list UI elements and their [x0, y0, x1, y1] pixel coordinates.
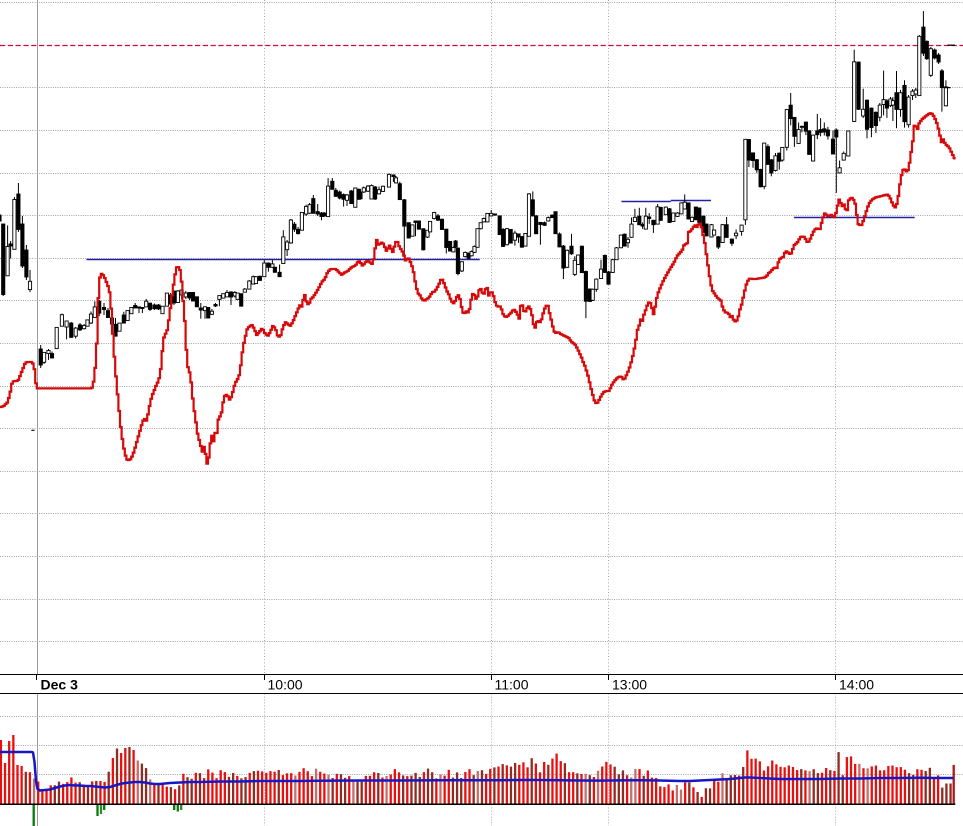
svg-text:Dec 3: Dec 3	[41, 677, 79, 693]
svg-text:14:00: 14:00	[839, 677, 874, 693]
svg-text:11:00: 11:00	[495, 677, 529, 693]
svg-text:10:00: 10:00	[268, 677, 303, 693]
svg-text:13:00: 13:00	[612, 677, 647, 693]
